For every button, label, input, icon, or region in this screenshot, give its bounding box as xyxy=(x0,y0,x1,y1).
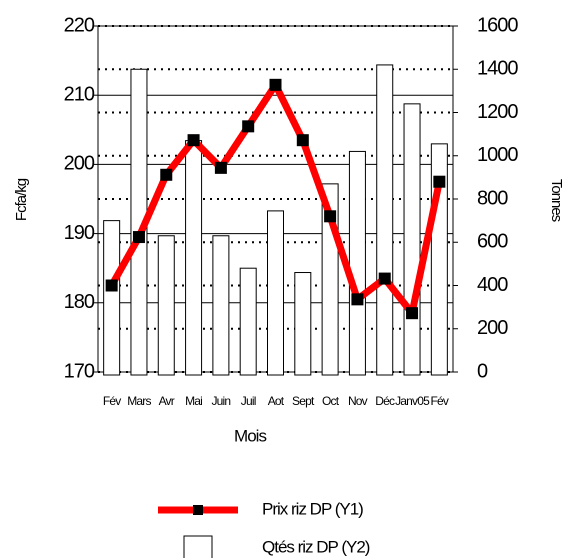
y2-tick-label: 800 xyxy=(477,187,508,209)
x-tick-label: Juil xyxy=(241,394,256,408)
marker xyxy=(351,293,364,306)
y-tick-label: 170 xyxy=(64,360,95,382)
legend-label: Prix riz DP (Y1) xyxy=(262,499,363,518)
y2-tick-label: 600 xyxy=(477,231,508,253)
marker xyxy=(242,120,255,133)
x-axis-label: Mois xyxy=(234,426,266,445)
marker xyxy=(296,134,309,147)
marker xyxy=(160,168,173,181)
y2-tick-label: 1000 xyxy=(477,144,518,166)
y-tick-label: 190 xyxy=(64,222,95,244)
y-tick-label: 180 xyxy=(64,291,95,313)
x-tick-label: Fév xyxy=(103,394,121,408)
legend-label: Qtés riz DP (Y2) xyxy=(262,537,370,556)
y2-tick-label: 1200 xyxy=(477,101,518,123)
x-tick-label: Sept xyxy=(292,394,315,408)
bar xyxy=(403,103,421,376)
bar xyxy=(157,235,175,376)
marker xyxy=(406,307,419,320)
x-tick-label: Fév xyxy=(431,394,449,408)
bar xyxy=(185,140,203,376)
marker xyxy=(378,272,391,285)
y2-tick-label: 1400 xyxy=(477,58,518,80)
x-tick-label: Nov xyxy=(348,394,368,408)
x-tick-label: Juin xyxy=(211,394,230,408)
bar xyxy=(376,64,394,376)
bar xyxy=(267,210,284,376)
bar xyxy=(348,150,366,376)
legend-swatch xyxy=(183,535,213,558)
x-tick-label: Avr xyxy=(159,394,175,408)
y2-tick-label: 200 xyxy=(477,317,508,339)
marker xyxy=(433,175,446,188)
y-tick-label: 220 xyxy=(64,14,95,36)
y2-tick-label: 1600 xyxy=(477,14,518,36)
marker xyxy=(187,134,200,147)
marker xyxy=(214,161,227,174)
y2-tick-label: 0 xyxy=(477,360,488,382)
y-axis-label: Fcfa/kg xyxy=(13,178,30,221)
x-tick-label: Mars xyxy=(127,394,151,408)
marker xyxy=(132,231,145,244)
x-tick-label: Déc xyxy=(375,394,395,408)
y2-tick-label: 400 xyxy=(477,274,508,296)
x-tick-label: Mai xyxy=(185,394,202,408)
y-tick-label: 200 xyxy=(64,153,95,175)
bar xyxy=(239,267,257,376)
y-tick-label: 210 xyxy=(64,83,95,105)
bar xyxy=(103,220,121,376)
y2-axis-label: Tonnes xyxy=(548,179,565,222)
x-tick-label: Aot xyxy=(268,394,285,408)
bar xyxy=(294,272,312,376)
bar xyxy=(212,235,230,376)
x-tick-label: Oct xyxy=(322,394,340,408)
marker xyxy=(269,78,282,91)
marker xyxy=(324,210,337,223)
marker xyxy=(105,279,118,292)
legend-marker xyxy=(193,505,203,515)
x-tick-label: Janv05 xyxy=(395,394,430,408)
